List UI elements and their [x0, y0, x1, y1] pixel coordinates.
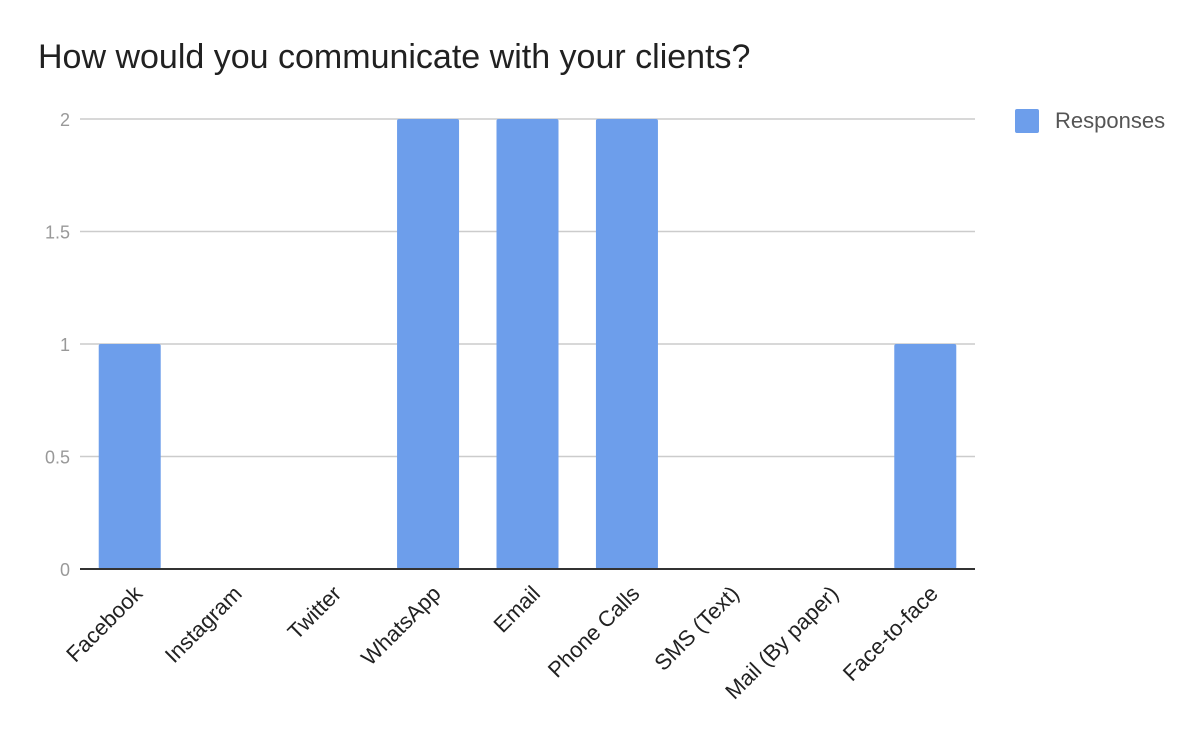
y-tick-layer: 0 0.5 1 1.5 2	[45, 110, 70, 580]
x-tick-layer: Facebook Instagram Twitter WhatsApp EmailPho…	[61, 580, 943, 704]
y-tick-label: 2	[60, 110, 70, 130]
x-tick-label: Instagram	[160, 581, 247, 668]
bar-face-to-face	[894, 344, 957, 569]
y-tick-label: 1	[60, 335, 70, 355]
x-tick-label: Facebook	[61, 580, 148, 667]
y-tick-label: 0.5	[45, 448, 70, 468]
x-tick-label: WhatsApp	[356, 581, 445, 670]
bar-layer	[98, 119, 957, 569]
legend-swatch-responses	[1015, 109, 1039, 133]
bar-email	[496, 119, 559, 569]
y-tick-label: 1.5	[45, 223, 70, 243]
chart-legend: Responses	[1015, 108, 1165, 134]
chart-title: How would you communicate with your clie…	[38, 38, 751, 76]
x-tick-label: SMS (Text)	[649, 581, 744, 676]
x-tick-label: Face-to-face	[838, 581, 943, 686]
legend-label-responses: Responses	[1055, 108, 1166, 133]
bar-whatsapp	[397, 119, 460, 569]
y-tick-label: 0	[60, 560, 70, 580]
bar-phone-calls	[595, 119, 658, 569]
x-tick-label: Email	[488, 581, 545, 638]
x-tick-label: Phone Calls	[543, 581, 645, 683]
x-tick-label: Twitter	[283, 581, 346, 644]
bar-facebook	[98, 344, 161, 569]
